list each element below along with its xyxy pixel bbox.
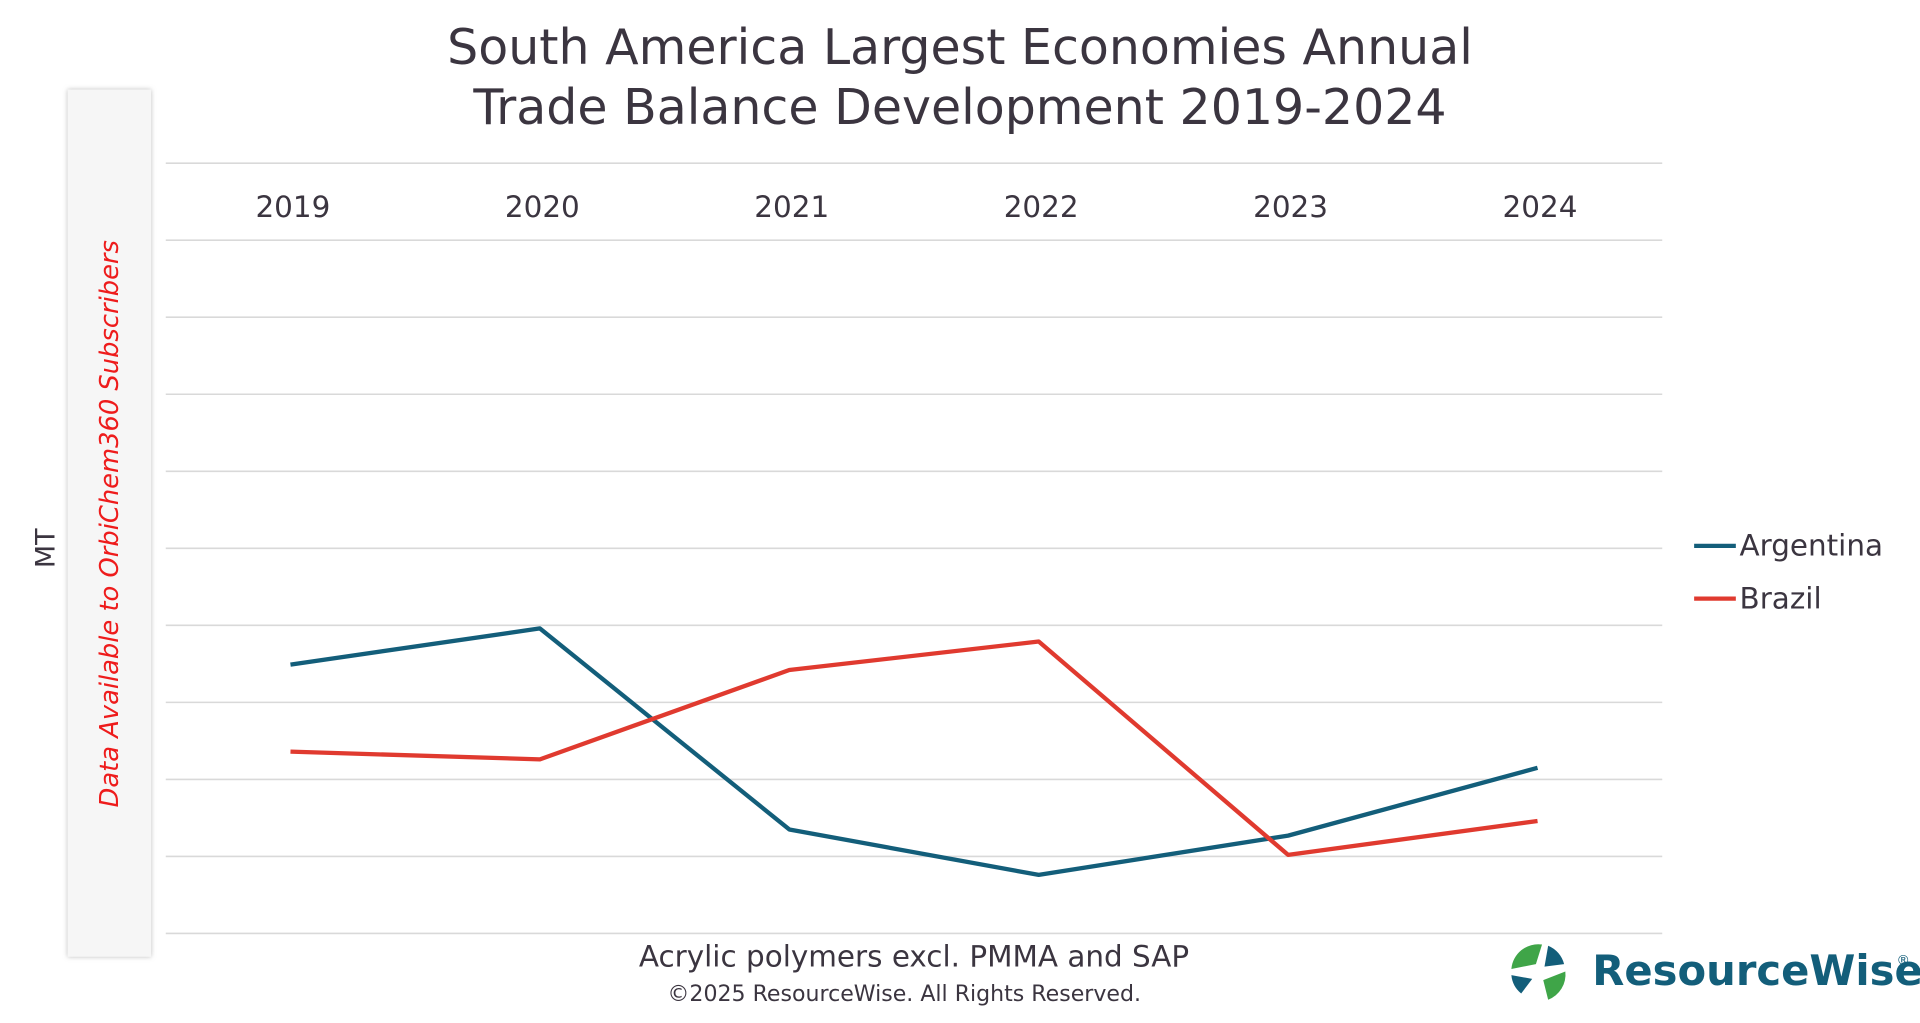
x-axis-label: Acrylic polymers excl. PMMA and SAP	[639, 939, 1189, 973]
series-line	[290, 626, 1539, 878]
x-tick-label: 2020	[505, 190, 580, 224]
x-tick-label: 2019	[255, 190, 330, 224]
legend-label: Argentina	[1740, 529, 1884, 563]
x-tick-label: 2022	[1004, 190, 1079, 224]
x-tick-label: 2024	[1503, 190, 1578, 224]
legend-label: Brazil	[1740, 581, 1822, 615]
watermark-box	[67, 89, 152, 957]
x-tick-label: 2021	[754, 190, 829, 224]
series-line	[290, 639, 1538, 858]
chart-title: South America Largest Economies Annual T…	[447, 19, 1473, 136]
brand-mark: ®	[1897, 952, 1910, 968]
x-tick-label: 2023	[1253, 190, 1328, 224]
brand: ResourceWise	[1592, 946, 1920, 995]
watermark: Data Available to OrbiChem360 Subscriber…	[95, 240, 125, 807]
y-axis-label: MT	[30, 528, 61, 568]
copyright: ©2025 ResourceWise. All Rights Reserved.	[667, 982, 1141, 1007]
logo-icon	[1507, 942, 1570, 1004]
